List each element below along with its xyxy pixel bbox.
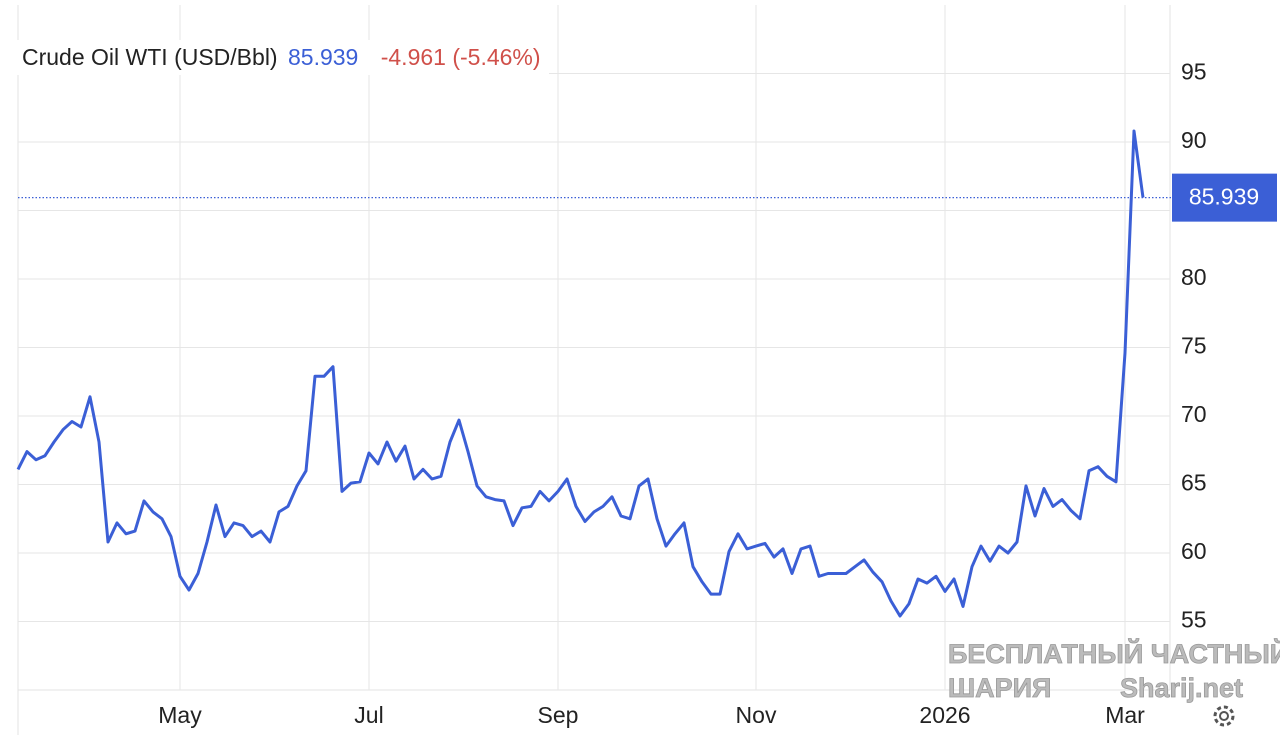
y-tick-label: 90 — [1181, 127, 1207, 153]
price-line — [16, 129, 1145, 618]
y-tick-label: 60 — [1181, 538, 1207, 564]
x-tick-label: Mar — [1105, 702, 1145, 728]
settings-icon[interactable] — [1213, 705, 1235, 727]
x-tick-label: 2026 — [919, 702, 970, 728]
x-tick-label: Nov — [736, 702, 777, 728]
y-tick-label: 70 — [1181, 401, 1207, 427]
y-tick-label: 65 — [1181, 470, 1207, 496]
last-value-badge — [1172, 173, 1277, 222]
x-tick-label: May — [158, 702, 202, 728]
y-tick-label: 55 — [1181, 607, 1207, 633]
header-last-value: 85.939 — [287, 44, 359, 70]
y-tick-label: 80 — [1181, 264, 1207, 290]
y-tick-label: 95 — [1181, 59, 1207, 85]
x-tick-label: Jul — [354, 702, 383, 728]
header-title: Crude Oil WTI (USD/Bbl) — [22, 44, 278, 70]
watermark-line: Sharij.net — [1120, 673, 1243, 703]
watermark-line: БЕСПЛАТНЫЙ ЧАСТНЫЙ — [948, 638, 1280, 669]
watermark-line: ШАРИЯ — [948, 673, 1051, 703]
watermark: БЕСПЛАТНЫЙ ЧАСТНЫЙ ШАРИЯ Sharij.net — [948, 638, 1280, 704]
y-tick-label: 75 — [1181, 333, 1207, 359]
last-value-label: 85.939 — [1189, 184, 1259, 210]
header-change-percent: (-5.46%) — [452, 44, 541, 70]
header-change: -4.961 — [380, 44, 446, 70]
x-tick-label: Sep — [538, 702, 579, 728]
header: Crude Oil WTI (USD/Bbl) 85.939 -4.961 (-… — [14, 40, 549, 75]
